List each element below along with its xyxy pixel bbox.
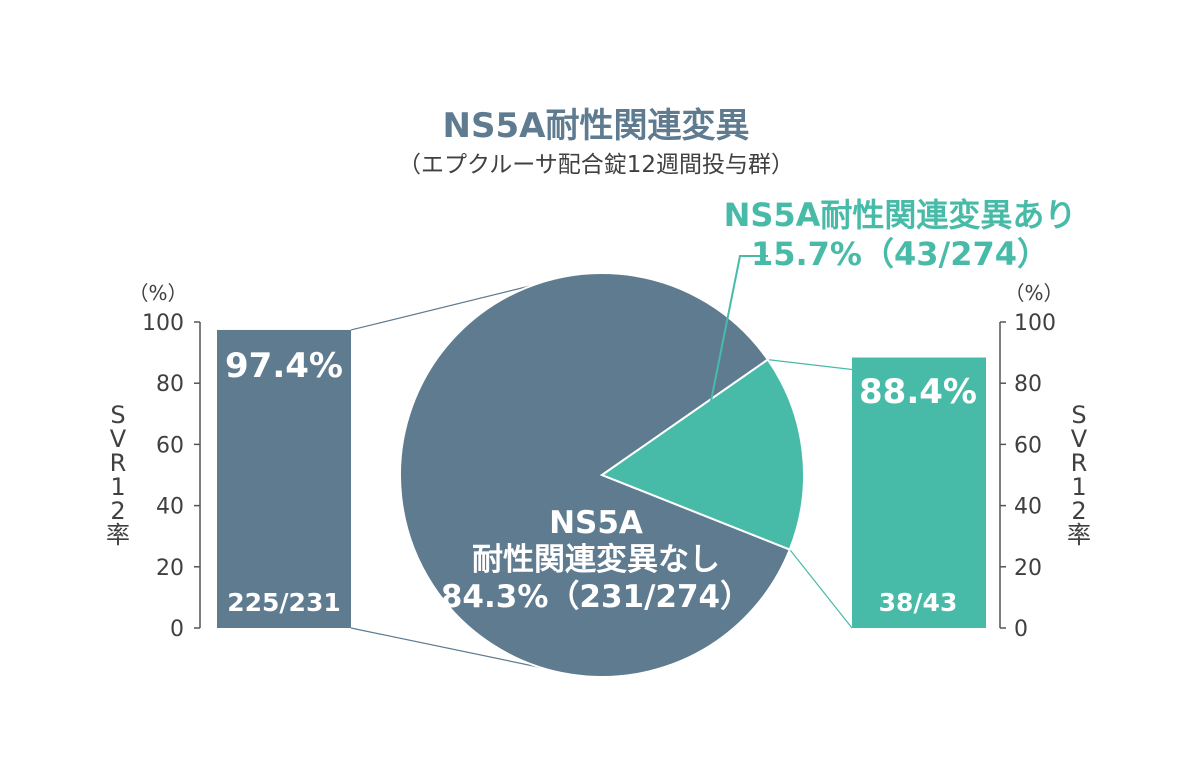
left-tick-label: 20 bbox=[156, 556, 184, 581]
bar-without-rav-value: 97.4% bbox=[225, 346, 343, 386]
pie-label-without-line3: 84.3%（231/274） bbox=[441, 579, 751, 615]
left-tick-label: 80 bbox=[156, 372, 184, 397]
bar-with-rav-count: 38/43 bbox=[879, 588, 958, 617]
right-tick-label: 40 bbox=[1014, 495, 1042, 520]
right-axis-unit: （%） bbox=[1004, 281, 1063, 305]
pie-chart bbox=[399, 272, 805, 678]
pie-slice-without-rav bbox=[399, 272, 792, 678]
bar-with-rav-value: 88.4% bbox=[859, 372, 977, 412]
left-tick-label: 100 bbox=[142, 311, 184, 336]
pie-label-without-line2: 耐性関連変異なし bbox=[472, 542, 720, 578]
left-tick-label: 0 bbox=[170, 617, 184, 642]
left-axis-label-char: 2 bbox=[110, 497, 125, 525]
left-axis-label-char: 1 bbox=[110, 473, 125, 501]
chart-title: NS5A耐性関連変異 bbox=[443, 106, 750, 146]
callout-label-with-rav: NS5A耐性関連変異あり bbox=[724, 196, 1077, 234]
left-axis-label-char: 率 bbox=[106, 521, 130, 549]
pie-label-without-line1: NS5A bbox=[549, 505, 643, 541]
left-axis-label-char: R bbox=[110, 449, 127, 477]
right-axis-label-char: V bbox=[1071, 425, 1088, 453]
right-axis-label-char: R bbox=[1071, 449, 1088, 477]
bar-without-rav-count: 225/231 bbox=[227, 588, 341, 617]
left-tick-label: 60 bbox=[156, 433, 184, 458]
right-axis-label-char: S bbox=[1071, 401, 1086, 429]
bar-without-rav bbox=[217, 329, 351, 628]
pie-slice-with-rav bbox=[599, 358, 805, 551]
right-tick-label: 100 bbox=[1014, 311, 1056, 336]
left-axis-label-char: V bbox=[110, 425, 127, 453]
bar-with-rav bbox=[852, 357, 986, 628]
left-axis-unit: （%） bbox=[128, 281, 187, 305]
right-axis-label-char: 1 bbox=[1071, 473, 1086, 501]
chart-subtitle: （エプクルーサ配合錠12週間投与群） bbox=[398, 152, 794, 178]
left-y-axis: 0 20 40 60 80 100 bbox=[142, 311, 201, 642]
callout-value-with-rav: 15.7%（43/274） bbox=[751, 235, 1049, 273]
right-tick-label: 80 bbox=[1014, 372, 1042, 397]
left-axis-label-char: S bbox=[110, 401, 125, 429]
connector-lines bbox=[350, 280, 853, 674]
left-tick-label: 40 bbox=[156, 495, 184, 520]
right-tick-label: 20 bbox=[1014, 556, 1042, 581]
right-y-axis: 0 20 40 60 80 100 bbox=[999, 311, 1056, 642]
callout-leader-line bbox=[707, 255, 768, 417]
right-tick-label: 0 bbox=[1014, 617, 1028, 642]
right-axis-label-char: 率 bbox=[1067, 521, 1091, 549]
right-axis-label-char: 2 bbox=[1071, 497, 1086, 525]
right-tick-label: 60 bbox=[1014, 433, 1042, 458]
